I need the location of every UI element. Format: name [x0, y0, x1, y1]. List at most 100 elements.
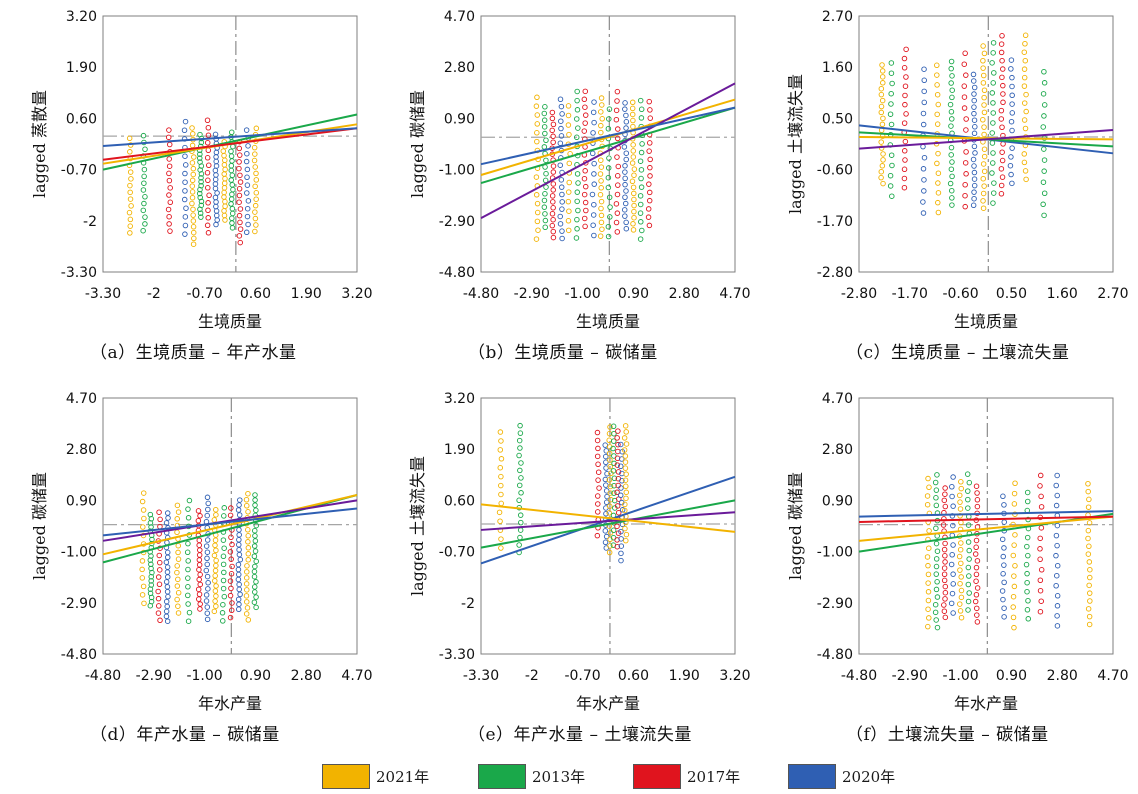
scatter-point — [610, 445, 616, 452]
scatter-point — [1086, 621, 1093, 628]
scatter-point — [189, 177, 196, 184]
scatter-point — [933, 502, 940, 509]
scatter-point — [559, 235, 565, 242]
scatter-point — [921, 66, 927, 72]
x-axis-title: 生境质量 — [954, 312, 1018, 331]
scatter-point — [1037, 535, 1043, 542]
scatter-point — [219, 610, 226, 616]
y-tick-label: 0.90 — [444, 111, 475, 127]
x-tick-label: 4.70 — [1097, 668, 1128, 684]
scatter-point — [924, 554, 931, 560]
scatter-point — [607, 483, 614, 490]
scatter-point — [156, 509, 162, 515]
scatter-point — [1001, 605, 1007, 611]
scatter-point — [1022, 168, 1029, 174]
scatter-point — [630, 221, 636, 227]
scatter-point — [935, 190, 942, 196]
scatter-point — [498, 545, 504, 551]
scatter-point — [999, 174, 1006, 180]
scatter-point — [972, 124, 978, 130]
scatter-point — [141, 173, 147, 180]
scatter-point — [963, 116, 969, 122]
scatter-point — [1008, 171, 1014, 178]
scatter-point — [534, 94, 540, 101]
scatter-point — [603, 448, 610, 454]
scatter-point — [175, 590, 182, 596]
scatter-point — [566, 160, 573, 167]
scatter-point — [973, 564, 980, 571]
scatter-point — [623, 188, 629, 194]
scatter-point — [998, 116, 1005, 122]
scatter-point — [645, 214, 652, 220]
scatter-point — [888, 152, 895, 158]
scatter-point — [970, 78, 977, 84]
scatter-point — [140, 583, 147, 590]
scatter-point — [542, 217, 549, 224]
scatter-point — [941, 602, 947, 608]
scatter-point — [981, 131, 987, 138]
scatter-point — [1025, 597, 1031, 604]
scatter-point — [957, 567, 963, 573]
scatter-point — [966, 590, 972, 596]
fit-line — [858, 129, 1114, 150]
scatter-point — [638, 106, 645, 113]
scatter-point — [611, 482, 617, 489]
scatter-point — [1023, 108, 1029, 115]
scatter-point — [932, 601, 939, 608]
scatter-point — [1054, 572, 1060, 579]
scatter-point — [1041, 157, 1048, 163]
scatter-point — [542, 130, 548, 137]
scatter-point — [970, 156, 977, 163]
scatter-point — [590, 130, 596, 136]
scatter-point — [631, 214, 637, 221]
y-tick-label: -1.00 — [817, 545, 853, 561]
scatter-point — [934, 121, 941, 127]
scatter-point — [972, 598, 979, 605]
scatter-point — [1007, 162, 1014, 169]
scatter-point — [613, 201, 620, 207]
scatter-point — [591, 201, 597, 208]
x-tick-label: -4.80 — [85, 668, 121, 684]
scatter-point — [949, 173, 955, 180]
x-tick-label: -2.90 — [136, 668, 172, 684]
scatter-point — [935, 199, 941, 206]
scatter-point — [251, 543, 258, 549]
y-tick-label: 0.50 — [822, 111, 853, 127]
scatter-point — [990, 40, 997, 46]
scatter-point — [1053, 532, 1060, 539]
scatter-point — [990, 120, 996, 126]
fit-line — [102, 113, 358, 171]
scatter-point — [245, 143, 251, 149]
y-tick-label: -2.90 — [61, 596, 97, 612]
scatter-point — [879, 74, 886, 80]
scatter-point — [879, 121, 886, 128]
y-axis-title: lagged 土壤流失量 — [408, 456, 427, 596]
scatter-point — [926, 528, 932, 534]
scatter-point — [1000, 99, 1006, 106]
scatter-point — [974, 503, 981, 510]
scatter-point — [630, 142, 636, 148]
scatter-point — [999, 149, 1005, 155]
scatter-point — [606, 549, 613, 556]
y-axis-title: lagged 碳储量 — [408, 90, 427, 198]
scatter-point — [175, 509, 182, 515]
scatter-point — [174, 569, 180, 576]
chart-panel-4: -4.80 -2.90 -1.00 0.90 2.80 4.70 4.70 2.80 0.90 -… — [0, 382, 380, 764]
scatter-point — [1025, 516, 1031, 523]
scatter-point — [533, 174, 540, 180]
scatter-point — [156, 581, 163, 588]
scatter-point — [198, 139, 205, 146]
scatter-point — [974, 612, 980, 618]
scatter-point — [888, 70, 895, 76]
scatter-point — [590, 150, 596, 157]
scatter-point — [191, 154, 197, 160]
fit-line — [480, 82, 736, 219]
scatter-point — [175, 603, 181, 609]
scatter-point — [980, 175, 986, 182]
scatter-point — [880, 151, 886, 157]
x-tick-label: 2.80 — [291, 668, 322, 684]
scatter-point — [970, 202, 977, 209]
scatter-point — [237, 226, 244, 232]
scatter-point — [878, 174, 884, 181]
scatter-point — [195, 517, 202, 524]
